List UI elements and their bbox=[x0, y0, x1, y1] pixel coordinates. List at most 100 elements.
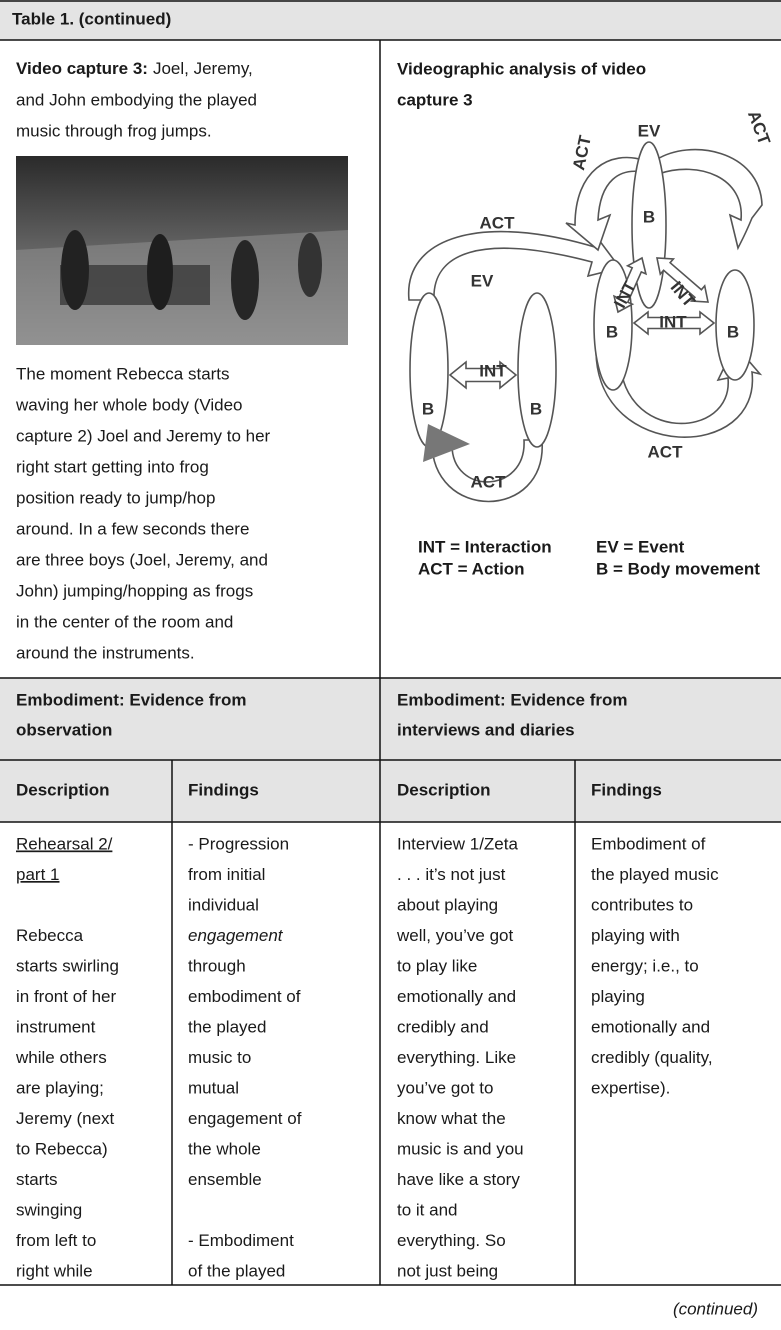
cell-line: right while bbox=[16, 1261, 93, 1280]
cell-line: playing with bbox=[591, 926, 680, 945]
cell-line: engagement of bbox=[188, 1109, 302, 1128]
cell-line: credibly and bbox=[397, 1017, 489, 1036]
cell-line: emotionally and bbox=[591, 1017, 710, 1036]
caption-label: Video capture 3: bbox=[16, 59, 148, 78]
diagram-label: EV bbox=[471, 271, 494, 290]
cell-line: - Embodiment bbox=[188, 1231, 294, 1250]
diagram-label: ACT bbox=[744, 108, 774, 148]
cell-line: embodiment of bbox=[188, 987, 301, 1006]
continued-note: (continued) bbox=[673, 1299, 758, 1318]
cell-line: not just being bbox=[397, 1261, 498, 1280]
legend-entry: EV = Event bbox=[596, 537, 685, 556]
cell-line: you’ve got to bbox=[397, 1078, 493, 1097]
cell-line: expertise). bbox=[591, 1078, 670, 1097]
cell-line: ensemble bbox=[188, 1170, 262, 1189]
cell-line: everything. Like bbox=[397, 1048, 516, 1067]
diagram-label: B bbox=[606, 322, 618, 341]
cell-line: playing bbox=[591, 987, 645, 1006]
paragraph-line: The moment Rebecca starts bbox=[16, 364, 230, 383]
arrow-arc bbox=[407, 230, 622, 301]
cell-line: everything. So bbox=[397, 1231, 506, 1250]
paragraph-line: around the instruments. bbox=[16, 643, 195, 662]
photo-figure bbox=[231, 240, 259, 320]
arrow-head bbox=[423, 424, 470, 462]
photo-figure bbox=[147, 234, 173, 310]
double-arrow bbox=[612, 256, 648, 314]
paragraph-line: are three boys (Joel, Jeremy, and bbox=[16, 550, 268, 569]
column-header: Findings bbox=[591, 780, 662, 799]
cell-line: Jeremy (next bbox=[16, 1109, 115, 1128]
cell-line: have like a story bbox=[397, 1170, 520, 1189]
cell-line: to Rebecca) bbox=[16, 1139, 108, 1158]
legend-entry: ACT = Action bbox=[418, 559, 525, 578]
cell-line: from initial bbox=[188, 865, 265, 884]
column-header: Description bbox=[16, 780, 110, 799]
cell-line: energy; i.e., to bbox=[591, 956, 699, 975]
diagram-label: B bbox=[727, 322, 739, 341]
video-caption: Video capture 3: Joel, Jeremy, bbox=[16, 59, 253, 78]
section-header: interviews and diaries bbox=[397, 720, 575, 739]
cell-heading: part 1 bbox=[16, 865, 59, 884]
cell-line: the whole bbox=[188, 1139, 261, 1158]
diagram-label: ACT bbox=[569, 133, 595, 172]
cell-line: to it and bbox=[397, 1200, 458, 1219]
arrow-arc bbox=[655, 148, 763, 251]
caption-line: music through frog jumps. bbox=[16, 121, 212, 140]
column-header: Findings bbox=[188, 780, 259, 799]
paragraph-line: position ready to jump/hop bbox=[16, 488, 215, 507]
cell-line: music to bbox=[188, 1048, 251, 1067]
cell-line: know what the bbox=[397, 1109, 506, 1128]
column-header: Description bbox=[397, 780, 491, 799]
cell-line: to play like bbox=[397, 956, 477, 975]
diagram-title: capture 3 bbox=[397, 90, 473, 109]
section-header: Embodiment: Evidence from bbox=[397, 690, 627, 709]
diagram-label: ACT bbox=[648, 442, 684, 461]
arrow-arc bbox=[565, 156, 644, 252]
cell-line: . . . it’s not just bbox=[397, 865, 506, 884]
diagram-label: B bbox=[530, 399, 542, 418]
cell-line: starts swirling bbox=[16, 956, 119, 975]
diagram-label: ACT bbox=[480, 213, 516, 232]
section-header: observation bbox=[16, 720, 112, 739]
cell-line: of the played bbox=[188, 1261, 285, 1280]
diagram-label: ACT bbox=[471, 472, 507, 491]
cell-line: engagement bbox=[188, 926, 284, 945]
cell-line: about playing bbox=[397, 895, 498, 914]
legend-entry: INT = Interaction bbox=[418, 537, 552, 556]
double-arrow bbox=[448, 360, 518, 390]
caption-line: and John embodying the played bbox=[16, 90, 257, 109]
double-arrow bbox=[632, 310, 716, 336]
cell-line: from left to bbox=[16, 1231, 96, 1250]
paragraph-line: right start getting into frog bbox=[16, 457, 209, 476]
cell-line: the played bbox=[188, 1017, 266, 1036]
paragraph-line: waving her whole body (Video bbox=[15, 395, 243, 414]
cell-line: - Progression bbox=[188, 834, 289, 853]
paragraph-line: John) jumping/hopping as frogs bbox=[16, 581, 253, 600]
paragraph-line: in the center of the room and bbox=[16, 612, 233, 631]
ellipse bbox=[409, 292, 449, 448]
caption-text: Joel, Jeremy, bbox=[153, 59, 253, 78]
paragraph-line: around. In a few seconds there bbox=[16, 519, 249, 538]
double-arrow bbox=[656, 257, 709, 303]
cell-line: starts bbox=[16, 1170, 58, 1189]
diagram-label: INT bbox=[659, 312, 687, 331]
cell-line: in front of her bbox=[16, 987, 117, 1006]
photo-figure bbox=[61, 230, 89, 310]
cell-line: well, you’ve got bbox=[396, 926, 514, 945]
cell-line: are playing; bbox=[16, 1078, 104, 1097]
table-title: Table 1. (continued) bbox=[12, 9, 171, 28]
cell-line: instrument bbox=[16, 1017, 96, 1036]
diagram-label: B bbox=[643, 207, 655, 226]
subheader-band bbox=[0, 678, 781, 822]
photo bbox=[16, 156, 348, 345]
ellipse bbox=[715, 269, 755, 381]
cell-line: emotionally and bbox=[397, 987, 516, 1006]
header-band bbox=[0, 0, 781, 40]
cell-line: the played music bbox=[591, 865, 719, 884]
cell-line: contributes to bbox=[591, 895, 693, 914]
cell-line: credibly (quality, bbox=[591, 1048, 713, 1067]
diagram-label: B bbox=[422, 399, 434, 418]
diagram-label: EV bbox=[638, 121, 661, 140]
